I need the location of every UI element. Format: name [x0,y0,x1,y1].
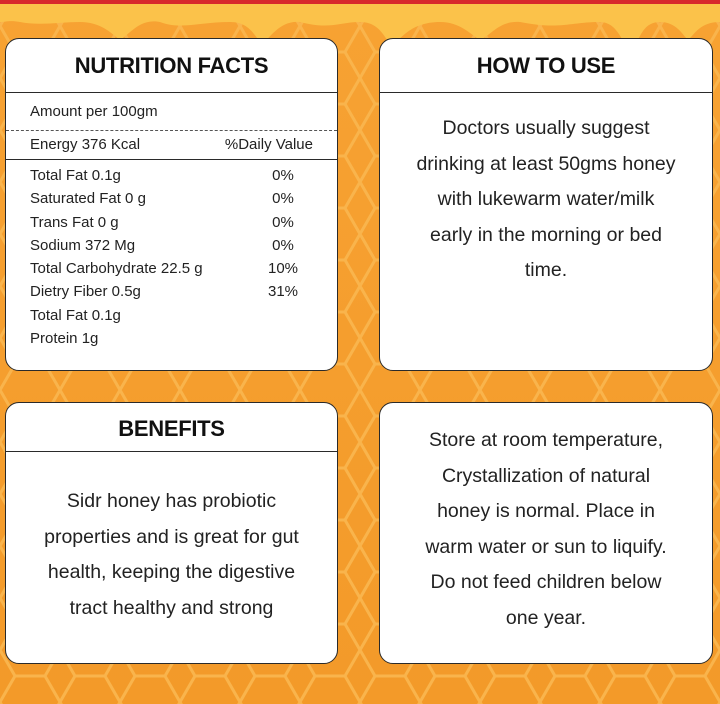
nutrient-row: Total Fat 0.1g [30,306,121,324]
energy-label: Energy 376 Kcal [30,136,141,153]
daily-value-header: %Daily Value [224,136,313,153]
nutrient-row: Total Carbohydrate 22.5 g 10% [30,260,299,278]
nutrient-table: Total Fat 0.1g 0% Saturated Fat 0 g 0% Tra… [6,160,337,350]
benefits-text: Sidr honey has probiotic properties and … [44,490,299,619]
nutrient-row: Trans Fat 0 g 0% [30,213,294,231]
honey-drip [0,4,720,50]
nutrition-title: NUTRITION FACTS [74,53,269,78]
top-stripe [0,0,720,4]
nutrient-row: Sodium 372 Mg 0% [30,236,294,254]
benefits-card: BENEFITS Sidr honey has probiotic proper… [5,402,338,664]
nutrient-row: Saturated Fat 0 g 0% [30,190,294,208]
how-to-use-card: HOW TO USE Doctors usually suggest drink… [379,38,713,371]
storage-text: Store at room temperature, Crystallizati… [425,429,667,629]
nutrient-row: Protein 1g [30,330,99,348]
amount-per-label: Amount per 100gm [30,103,158,120]
how-to-use-title: HOW TO USE [476,53,616,78]
nutrient-row: Total Fat 0.1g 0% [30,167,294,184]
nutrition-facts-card: NUTRITION FACTS Amount per 100gm Energy … [5,38,338,371]
how-to-use-text: Doctors usually suggest drinking at leas… [416,117,676,281]
storage-card: Store at room temperature, Crystallizati… [379,402,713,664]
benefits-title: BENEFITS [118,416,225,441]
nutrient-row: Dietry Fiber 0.5g 31% [30,283,299,301]
